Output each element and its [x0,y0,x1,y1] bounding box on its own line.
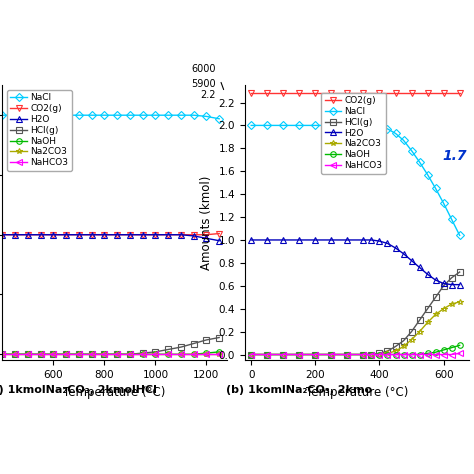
Text: 1.7: 1.7 [442,148,467,163]
Y-axis label: Amounts (kmol): Amounts (kmol) [200,175,213,270]
Text: (a) 1kmolNa₂CO₃, 2kmolHCl: (a) 1kmolNa₂CO₃, 2kmolHCl [0,385,156,395]
Text: (b) 1komlNa₂CO₃, 2kmo: (b) 1komlNa₂CO₃, 2kmo [226,385,372,395]
Text: 2.2: 2.2 [200,91,216,100]
Legend: NaCl, CO2(g), H2O, HCl(g), NaOH, Na2CO3, NaHCO3: NaCl, CO2(g), H2O, HCl(g), NaOH, Na2CO3,… [7,90,72,171]
Text: 5900: 5900 [191,80,216,90]
X-axis label: Temperature (°C): Temperature (°C) [306,385,408,399]
Text: 6000: 6000 [191,64,216,74]
X-axis label: Temperature (°C): Temperature (°C) [64,385,166,399]
Legend: CO2(g), NaCl, HCl(g), H2O, Na2CO3, NaOH, NaHCO3: CO2(g), NaCl, HCl(g), H2O, Na2CO3, NaOH,… [321,92,386,173]
